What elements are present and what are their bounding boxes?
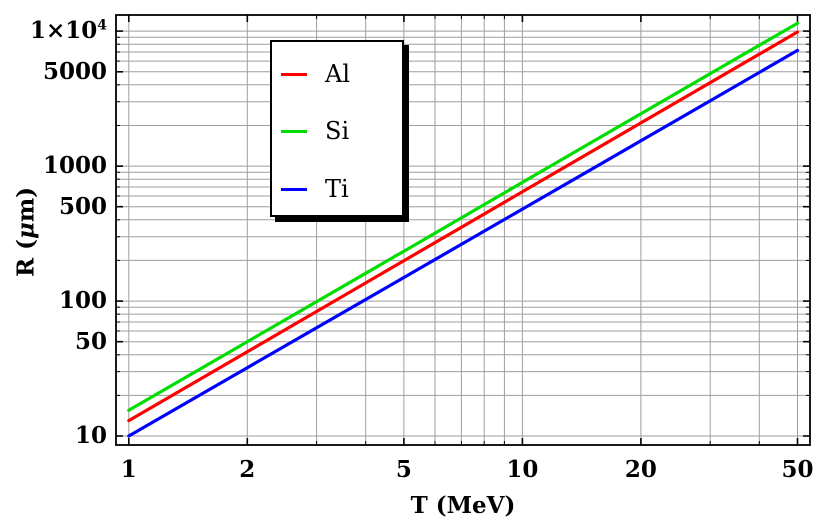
y-tick-label: 1000: [42, 152, 107, 180]
legend-item-ti: Ti: [272, 176, 349, 202]
x-tick-label: 1: [120, 456, 137, 483]
y-tick-label: 50: [74, 327, 107, 355]
legend-item-al: Al: [272, 61, 350, 87]
y-tick-label: 100: [58, 287, 107, 315]
legend-swatch-si: [281, 129, 307, 133]
legend-label-si: Si: [325, 117, 350, 145]
plot-frame: [115, 14, 811, 446]
legend-swatch-al: [281, 72, 307, 76]
series-line-si: [127, 21, 800, 412]
series-line-ti: [127, 48, 800, 438]
x-axis-title: T (MeV): [410, 492, 516, 519]
x-tick-label: 2: [239, 456, 256, 483]
legend-label-ti: Ti: [325, 175, 349, 203]
axis-ticks: [116, 15, 810, 445]
y-tick-label: 10: [74, 422, 107, 450]
x-tick-label: 50: [781, 456, 814, 483]
series-line-al: [127, 30, 800, 423]
legend-item-si: Si: [272, 118, 349, 144]
exponent: 4: [97, 17, 107, 34]
x-tick-label: 5: [395, 456, 412, 483]
y-tick-label: 1×104: [29, 17, 107, 45]
legend-label-al: Al: [325, 60, 351, 88]
legend: Al Si Ti: [270, 40, 404, 217]
y-axis-title-prefix: R (: [12, 239, 40, 278]
y-axis-title-suffix: m): [12, 186, 40, 223]
x-tick-label: 20: [624, 456, 657, 483]
mu-symbol: μ: [12, 222, 40, 240]
x-tick-label: 10: [506, 456, 539, 483]
y-axis-title: R (μm): [13, 187, 40, 277]
y-tick-label: 500: [58, 192, 107, 220]
gridlines: [116, 15, 810, 445]
y-tick-label: 5000: [42, 57, 107, 85]
legend-swatch-ti: [281, 187, 307, 191]
